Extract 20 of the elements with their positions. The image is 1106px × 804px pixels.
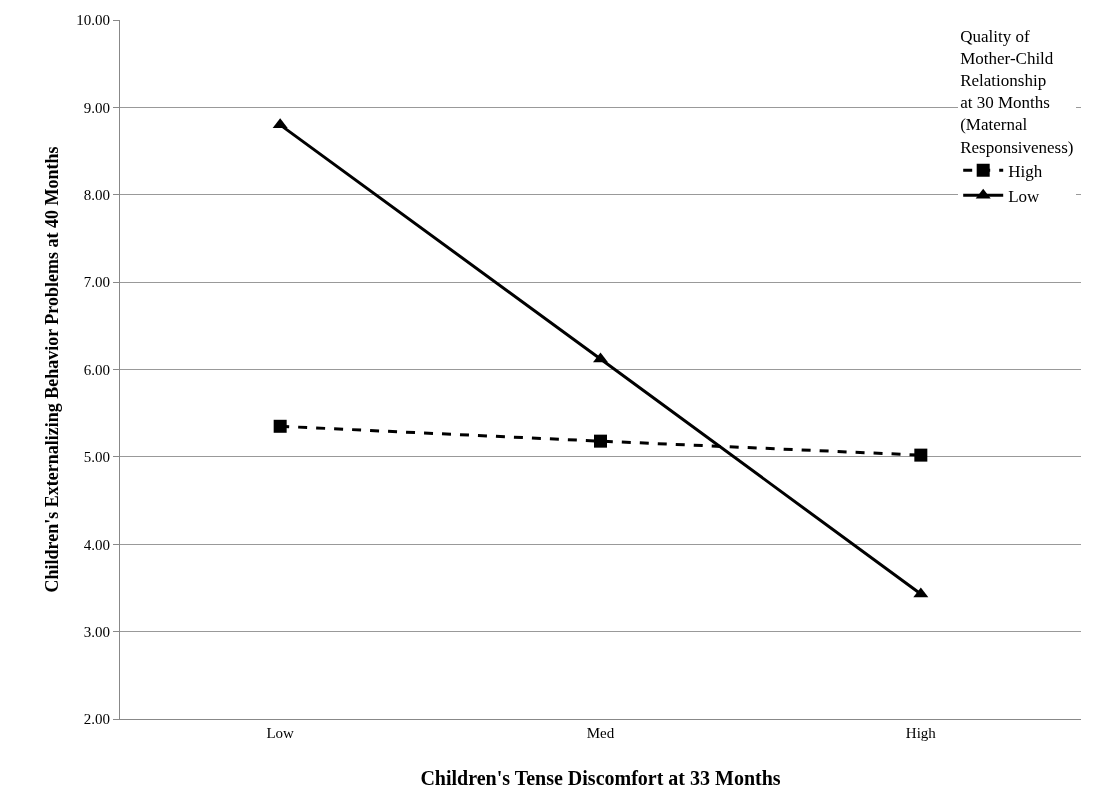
point (273, 419, 287, 433)
y-tick-label: 7.00 (83, 274, 110, 291)
y-tick-label: 5.00 (83, 449, 110, 466)
x-tick-label: High (905, 725, 937, 741)
y-axis-title: Children's Externalizing Behavior Problems at 40 Months (42, 146, 63, 593)
x-tick-label: Med (586, 725, 615, 741)
y-tick-label: 3.00 (83, 623, 110, 640)
y-tick-label: 4.00 (83, 536, 110, 553)
legend-title: Quality of Mother-Child Relationship at 30 Months (Maternal Responsiveness) (960, 27, 1074, 157)
y-tick-label: 2.00 (83, 711, 110, 728)
y-tick-label: 9.00 (83, 99, 110, 116)
point (594, 434, 607, 448)
legend-label: Low (1008, 186, 1041, 206)
y-tick-label: 6.00 (83, 361, 110, 378)
legend-label: High (1008, 161, 1043, 181)
y-tick-label: 8.00 (83, 187, 110, 203)
y-tick-label: 10.00 (76, 12, 110, 29)
x-tick-label: Low (266, 725, 295, 741)
x-axis-title: Children's Tense Discomfort at 33 Months (420, 766, 781, 789)
point (914, 448, 928, 462)
